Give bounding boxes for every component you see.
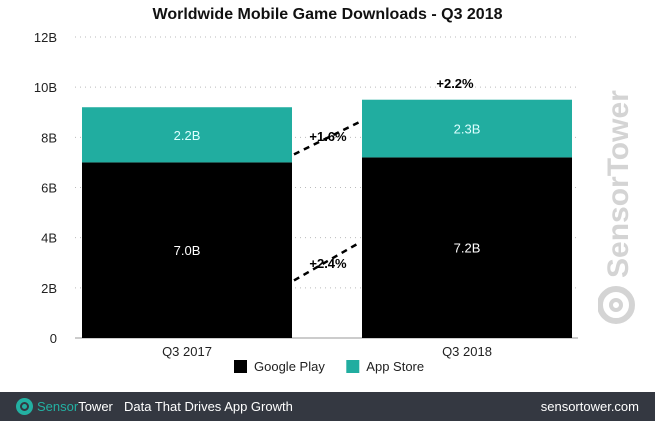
y-tick-label: 2B — [41, 281, 57, 296]
growth-label-app-store: +1.6% — [309, 129, 347, 144]
bar-app-store — [362, 99, 572, 158]
legend-swatch — [234, 360, 247, 373]
sensortower-logo-icon — [16, 398, 33, 415]
data-label: 7.2B — [454, 241, 481, 256]
footer: SensorTower Data That Drives App Growth … — [0, 392, 655, 421]
growth-connector — [293, 241, 361, 282]
legend-label: Google Play — [254, 359, 325, 374]
x-tick-label: Q3 2017 — [162, 344, 212, 359]
growth-connector — [293, 120, 361, 156]
brand-a: Sensor — [37, 399, 79, 414]
footer-tagline: Data That Drives App Growth — [124, 399, 293, 414]
brand-b: Tower — [78, 399, 113, 414]
y-tick-label: 8B — [41, 130, 57, 145]
watermark-logo: SensorTower — [598, 90, 635, 324]
data-label: 7.0B — [174, 243, 201, 258]
legend-label: App Store — [366, 359, 424, 374]
y-tick-label: 4B — [41, 231, 57, 246]
data-label: 2.2B — [174, 128, 201, 143]
footer-logo: SensorTower — [16, 398, 113, 415]
data-label: 2.3B — [454, 122, 481, 137]
footer-url[interactable]: sensortower.com — [540, 399, 639, 414]
bar-google-play — [362, 157, 572, 338]
watermark-text: SensorTower — [602, 90, 635, 278]
legend-swatch — [346, 360, 360, 373]
chart: 0 2B 4B 6B 8B 10B 12B 7.0B 2.2B Q3 2017 7.2B 2.3B Q3… — [34, 30, 578, 374]
chart-title: Worldwide Mobile Game Downloads - Q3 201… — [152, 6, 503, 23]
x-tick-label: Q3 2018 — [442, 344, 492, 359]
y-tick-label: 12B — [34, 30, 57, 45]
growth-label-google-play: +2.4% — [309, 256, 347, 271]
y-tick-label: 10B — [34, 80, 57, 95]
bar-google-play — [82, 162, 292, 338]
y-tick-label: 0 — [50, 331, 57, 346]
y-tick-label: 6B — [41, 181, 57, 196]
bar-app-store — [82, 107, 292, 163]
growth-label-total: +2.2% — [436, 76, 474, 91]
